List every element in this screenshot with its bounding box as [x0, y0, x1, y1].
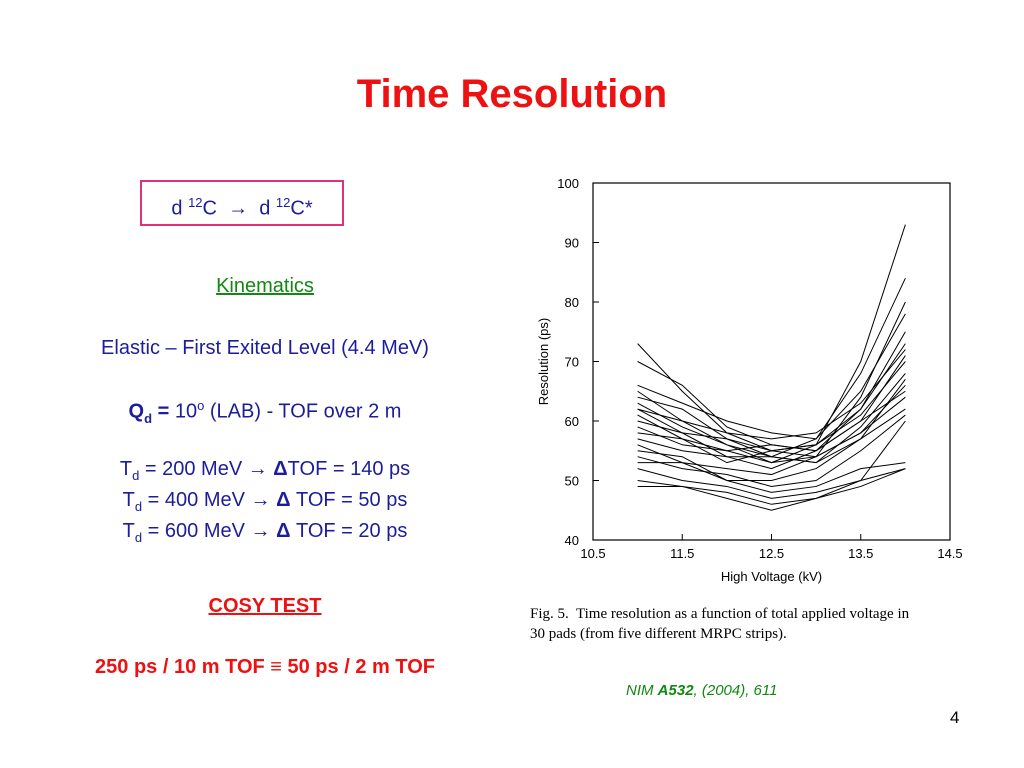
text: (LAB) - TOF over 2 m: [204, 400, 402, 423]
tof-line: Td = 200 MeV → ΔTOF = 140 ps: [20, 458, 510, 483]
y-tick-label: 90: [565, 236, 579, 251]
text: A532: [657, 682, 694, 699]
series-line: [637, 462, 906, 493]
text: T: [119, 458, 133, 480]
subscript: d: [134, 530, 143, 545]
y-tick-label: 50: [565, 474, 579, 489]
superscript: o: [197, 398, 205, 413]
x-tick-label: 12.5: [759, 546, 784, 561]
text: TOF = 20 ps: [290, 520, 408, 542]
text: , (2004), 611: [693, 682, 778, 699]
series-line: [637, 414, 906, 487]
arrow: →: [228, 197, 249, 220]
series-line: [637, 313, 906, 440]
text: TOF = 50 ps: [290, 489, 408, 511]
chart: 40 50 60 70 80 90 100 10.5 11.5 12.5 13.5 14.5 High …: [536, 176, 963, 584]
subscript: d: [144, 410, 153, 426]
heading: COSY TEST: [208, 595, 322, 617]
series-line: [637, 224, 906, 452]
x-axis-label: High Voltage (kV): [721, 569, 822, 584]
caption-line: 30 pads (from five different MRPC strips…: [530, 626, 787, 642]
x-tick-label: 13.5: [848, 546, 873, 561]
text: = 600 MeV: [142, 520, 251, 542]
arrow: →: [250, 520, 271, 542]
text: C*: [290, 197, 313, 220]
citation: NIM A532, (2004), 611: [626, 682, 777, 699]
title: Time Resolution: [356, 72, 668, 116]
text: d: [171, 197, 183, 220]
text: d: [259, 197, 271, 220]
series-line: [637, 390, 906, 470]
text: =: [152, 400, 175, 423]
page-number: 4: [950, 708, 960, 727]
symbol: Q: [128, 400, 145, 423]
y-tick-label: 100: [557, 176, 579, 191]
reaction-box: d 12C → d 12C*: [140, 180, 344, 226]
series-line: [637, 349, 906, 440]
arrow: →: [247, 458, 268, 480]
y-tick-label: 40: [565, 533, 579, 548]
superscript: 12: [275, 195, 291, 210]
caption: Fig. 5. Time resolution as a function of…: [530, 604, 909, 644]
subscript: d: [132, 468, 140, 483]
caption-line: Fig. 5. Time resolution as a function of…: [530, 606, 910, 622]
text: NIM: [626, 682, 658, 699]
x-tick-label: 11.5: [670, 546, 694, 561]
y-axis-label: Resolution (ps): [536, 318, 551, 405]
tof-line: Td = 400 MeV → Δ TOF = 50 ps: [20, 489, 510, 514]
series-line: [637, 468, 906, 499]
text: = 200 MeV: [139, 458, 248, 480]
x-tick-label: 14.5: [937, 546, 962, 561]
text: T: [122, 489, 135, 511]
x-tick-label: 10.5: [580, 546, 605, 561]
text: TOF = 140 ps: [287, 458, 411, 480]
text: C: [202, 197, 217, 220]
y-tick-label: 60: [565, 414, 579, 429]
heading: Kinematics: [216, 275, 314, 297]
series-line: [637, 361, 906, 464]
delta: Δ: [273, 458, 288, 480]
y-tick-label: 80: [565, 295, 579, 310]
series-line: [637, 343, 906, 452]
delta: Δ: [276, 489, 291, 511]
text: = 400 MeV: [142, 489, 251, 511]
text: Elastic – First Exited Level (4.4 MeV): [101, 337, 429, 359]
tof-line: Td = 600 MeV → Δ TOF = 20 ps: [20, 520, 510, 545]
text: T: [122, 520, 135, 542]
series-line: [637, 420, 906, 511]
subscript: d: [134, 499, 143, 514]
text: 10: [174, 400, 198, 423]
superscript: 12: [188, 195, 203, 210]
y-tick-label: 70: [565, 355, 579, 370]
text: 250 ps / 10 m TOF ≡ 50 ps / 2 m TOF: [95, 656, 435, 678]
angle-line: Qd = 10o (LAB) - TOF over 2 m: [20, 398, 510, 426]
arrow: →: [250, 489, 271, 511]
series-line: [637, 379, 906, 464]
delta: Δ: [276, 520, 291, 542]
